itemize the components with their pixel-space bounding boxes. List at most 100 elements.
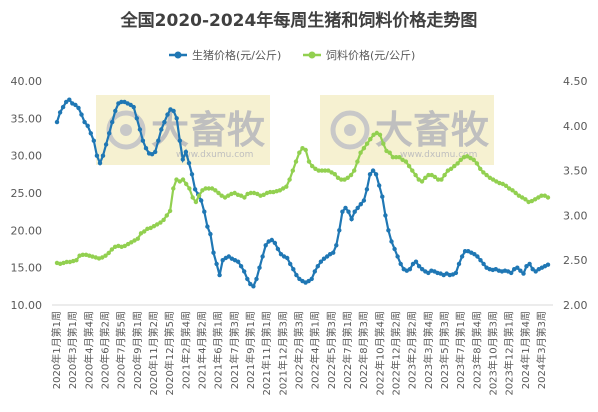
series-1-point — [452, 163, 457, 169]
series-1-point — [439, 177, 444, 182]
watermark-logo-icon — [344, 124, 356, 136]
x-tick-label: 2021年7月第3周 — [228, 311, 241, 389]
series-0-point — [131, 104, 136, 110]
series-0-point — [389, 239, 394, 244]
series-0-point — [275, 246, 281, 252]
series-1-point — [103, 253, 108, 258]
series-0-point — [251, 284, 256, 289]
series-0-point — [143, 146, 149, 151]
series-0-point — [60, 104, 66, 110]
series-0-point — [370, 168, 376, 173]
series-0-point — [272, 240, 278, 246]
series-0-point — [318, 259, 324, 264]
series-1-point — [151, 224, 157, 229]
series-0-point — [398, 261, 403, 267]
series-1-point — [161, 217, 166, 223]
series-0-point — [73, 102, 78, 108]
series-1-point — [384, 148, 389, 154]
series-0-point — [214, 261, 219, 267]
series-1-point — [481, 170, 486, 175]
x-tick-label: 2021年12月第3周 — [276, 311, 289, 396]
series-1-point — [368, 137, 373, 142]
series-1-point — [381, 141, 386, 146]
series-1-point — [507, 186, 512, 191]
series-1-point — [216, 190, 221, 196]
series-0-point — [361, 198, 367, 203]
series-0-point — [367, 172, 373, 177]
series-0-point — [462, 249, 468, 254]
watermark-brand: 大畜牧 — [375, 108, 490, 152]
series-1-point — [300, 146, 305, 151]
series-0-point — [453, 270, 459, 276]
series-1-point — [397, 155, 402, 160]
series-1-point — [242, 195, 247, 200]
series-0-point — [245, 276, 250, 282]
series-1-point — [310, 163, 315, 169]
series-1-point — [109, 247, 115, 252]
series-1-point — [248, 190, 253, 196]
series-1-point — [67, 259, 73, 265]
x-tick-label: 2022年8月第3周 — [357, 311, 370, 389]
series-0-point — [238, 264, 244, 269]
x-tick-label: 2020年3月第1周 — [66, 311, 79, 389]
series-1-point — [500, 181, 505, 187]
series-1-point — [190, 195, 195, 200]
series-0-point — [149, 152, 155, 157]
series-0-point — [137, 127, 143, 132]
series-0-point — [343, 205, 348, 211]
series-1-point — [132, 238, 137, 243]
series-1-point — [58, 261, 63, 266]
x-tick-label: 2023年2月第2周 — [406, 311, 419, 389]
series-1-point — [100, 255, 105, 260]
series-1-point — [303, 147, 308, 153]
x-tick-label: 2020年9月第1周 — [131, 311, 144, 389]
series-1-point — [209, 186, 215, 191]
series-1-point — [484, 172, 489, 178]
series-1-point — [413, 172, 418, 178]
x-tick-label: 2023年3月第4周 — [422, 311, 435, 389]
series-0-point — [211, 250, 216, 255]
series-1-point — [90, 254, 95, 259]
series-1-point — [297, 150, 302, 155]
series-0-point — [199, 198, 204, 203]
series-0-point — [352, 209, 357, 214]
series-1-point — [164, 213, 169, 218]
series-1-point — [112, 244, 118, 249]
series-1-point — [487, 175, 493, 180]
series-1-point — [474, 161, 480, 166]
series-1-point — [171, 186, 176, 191]
series-0-point — [297, 276, 302, 282]
x-tick-label: 2023年10月第3周 — [487, 311, 500, 396]
x-tick-label: 2023年7月第1周 — [454, 311, 467, 389]
series-0-point — [475, 254, 480, 259]
series-0-point — [177, 138, 182, 143]
series-1-point — [478, 166, 483, 171]
series-0-point — [521, 271, 526, 276]
y-left-tick-label: 20.00 — [11, 224, 43, 237]
x-tick-label: 2022年12月第2周 — [390, 311, 403, 396]
watermark-logo-icon — [120, 124, 132, 136]
series-1-point — [145, 226, 150, 231]
series-0-point — [416, 264, 422, 269]
series-0-point — [183, 149, 189, 155]
series-1-point — [213, 188, 218, 193]
series-0-point — [309, 276, 314, 282]
series-1-point — [293, 159, 299, 164]
series-0-point — [82, 119, 87, 125]
series-0-point — [260, 254, 265, 259]
series-1-point — [410, 168, 415, 173]
x-tick-label: 2021年9月第1周 — [244, 311, 257, 389]
series-0-point — [545, 262, 551, 267]
series-1-point — [177, 179, 182, 184]
chart-title: 全国2020-2024年每周生猪和饲料价格走势图 — [120, 11, 478, 31]
series-1-point — [513, 190, 518, 196]
series-1-point — [255, 191, 260, 197]
series-0-point — [153, 149, 158, 155]
series-1-point — [342, 177, 347, 182]
series-1-point — [394, 155, 399, 160]
x-tick-label: 2022年7月第1周 — [341, 311, 354, 389]
x-tick-label: 2022年5月第3周 — [325, 311, 338, 389]
y-left-tick-label: 30.00 — [11, 150, 43, 163]
series-0-point — [208, 231, 213, 237]
series-0-point — [377, 183, 382, 188]
